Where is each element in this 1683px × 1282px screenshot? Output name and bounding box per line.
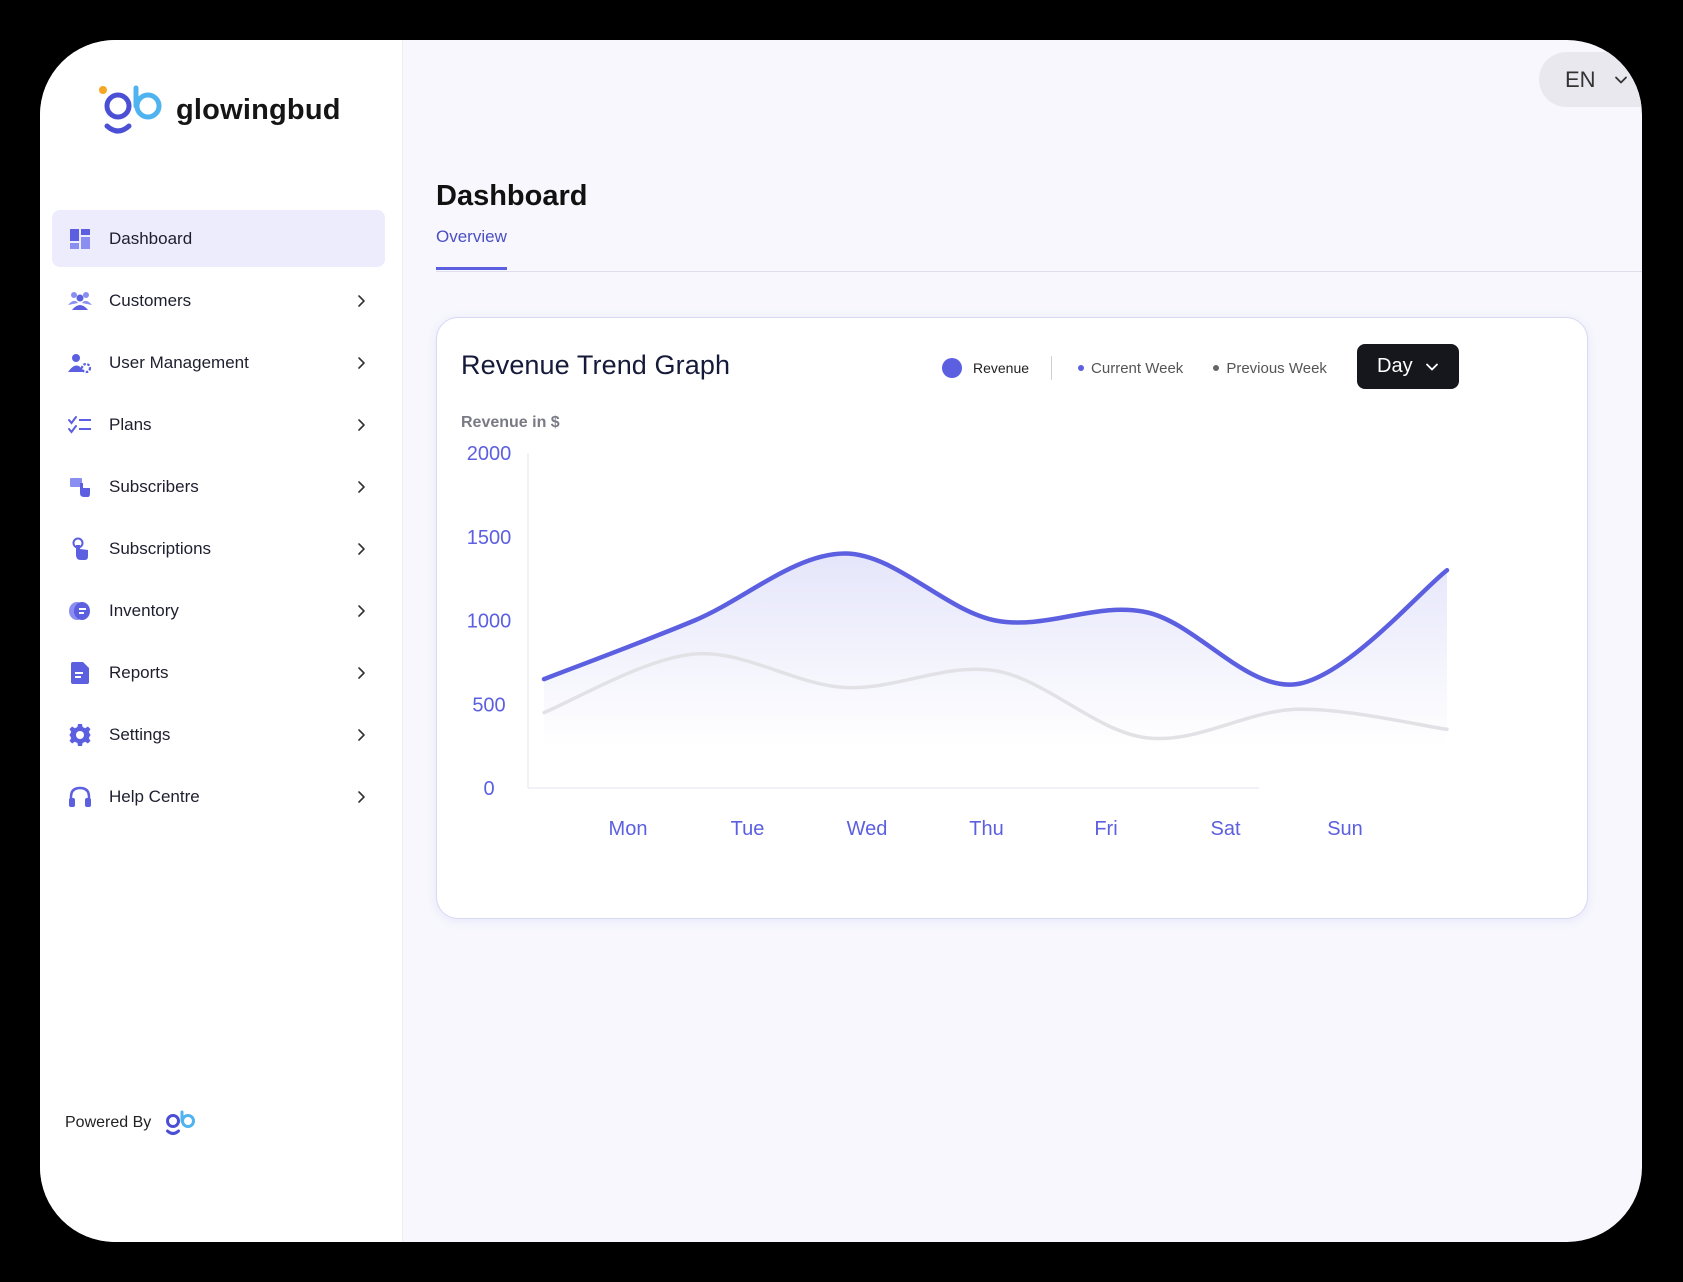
x-tick-label: Mon	[609, 818, 648, 840]
y-tick-label: 1000	[467, 611, 512, 633]
x-tick-label: Tue	[731, 818, 765, 840]
sidebar-item-subscribers[interactable]: Subscribers	[52, 458, 385, 515]
subscriptions-icon	[68, 537, 92, 561]
sidebar-item-label: Inventory	[109, 600, 179, 620]
chevron-down-icon	[1425, 363, 1438, 370]
y-tick-label: 500	[472, 694, 505, 716]
sidebar-nav: Dashboard Customers User Management Plans Su…	[52, 210, 385, 830]
y-tick-label: 0	[483, 778, 494, 800]
page-title: Dashboard	[436, 180, 588, 212]
sidebar-item-label: Reports	[109, 662, 169, 682]
legend-previous-week: Previous Week	[1213, 360, 1327, 377]
chevron-right-icon	[353, 541, 369, 557]
chevron-right-icon	[353, 603, 369, 619]
sidebar-item-label: Subscriptions	[109, 538, 212, 558]
subscribers-icon	[68, 475, 92, 499]
language-selector[interactable]: EN	[1539, 52, 1642, 107]
sidebar-item-plans[interactable]: Plans	[52, 396, 385, 453]
sidebar-item-label: Plans	[109, 414, 152, 434]
card-title: Revenue Trend Graph	[461, 350, 731, 380]
sidebar-item-label: Help Centre	[109, 786, 200, 806]
headset-icon	[68, 785, 92, 809]
y-axis-label: Revenue in $	[461, 414, 560, 431]
user-management-icon	[68, 351, 92, 375]
chevron-right-icon	[353, 479, 369, 495]
sidebar-item-label: User Management	[109, 352, 249, 372]
sidebar-item-settings[interactable]: Settings	[52, 706, 385, 763]
chevron-right-icon	[353, 293, 369, 309]
period-dropdown[interactable]: Day	[1357, 344, 1459, 389]
revenue-dot-icon	[942, 358, 962, 378]
sidebar-item-inventory[interactable]: Inventory	[52, 582, 385, 639]
sidebar-item-label: Customers	[109, 290, 192, 310]
legend-divider	[1051, 356, 1053, 380]
sidebar: glowingbud Dashboard Customers User Manage…	[40, 40, 403, 1242]
y-tick-label: 1500	[467, 527, 512, 549]
revenue-line-chart: 2000 1500 1000 500 0 Mon Tue Wed Thu Fri Sat Sun	[467, 443, 1450, 840]
sidebar-item-subscriptions[interactable]: Subscriptions	[52, 520, 385, 577]
app-screen: glowingbud Dashboard Customers User Manage…	[40, 40, 1642, 1242]
x-tick-label: Fri	[1094, 818, 1117, 840]
period-label: Day	[1377, 355, 1413, 377]
brand-logo[interactable]: glowingbud	[98, 84, 341, 136]
customers-icon	[68, 289, 92, 313]
previous-week-line	[542, 651, 1449, 741]
legend-current-week: Current Week	[1078, 360, 1183, 377]
sidebar-item-label: Settings	[109, 724, 171, 744]
language-label: EN	[1565, 66, 1596, 92]
current-week-area	[544, 553, 1447, 748]
plans-icon	[68, 413, 92, 437]
revenue-trend-card: Revenue Trend Graph Revenue Current Week…	[436, 317, 1588, 919]
chevron-down-icon	[1614, 76, 1627, 83]
y-tick-label: 2000	[467, 443, 512, 465]
brand-name: glowingbud	[176, 93, 341, 126]
glowingbud-small-logo-icon	[166, 1110, 196, 1135]
tab-bar: Overview	[436, 225, 1642, 272]
sidebar-item-label: Subscribers	[109, 476, 199, 496]
powered-by: Powered By	[65, 1110, 197, 1136]
chevron-right-icon	[353, 665, 369, 681]
x-tick-label: Thu	[969, 818, 1003, 840]
sidebar-item-label: Dashboard	[109, 228, 193, 248]
previous-week-dot-icon	[1213, 365, 1220, 371]
sidebar-item-customers[interactable]: Customers	[52, 272, 385, 329]
chevron-right-icon	[353, 789, 369, 805]
legend-revenue: Revenue	[942, 358, 1029, 378]
sidebar-item-dashboard[interactable]: Dashboard	[52, 210, 385, 267]
x-tick-label: Sat	[1210, 818, 1240, 840]
current-week-line	[541, 551, 1450, 687]
chevron-right-icon	[353, 727, 369, 743]
chevron-right-icon	[353, 417, 369, 433]
legend-previous-week-label: Previous Week	[1226, 359, 1327, 377]
legend-revenue-label: Revenue	[973, 360, 1030, 376]
legend-current-week-label: Current Week	[1091, 359, 1184, 377]
chevron-right-icon	[353, 355, 369, 371]
x-tick-label: Wed	[847, 818, 888, 840]
x-tick-label: Sun	[1327, 818, 1363, 840]
powered-by-label: Powered By	[65, 1114, 152, 1131]
sidebar-item-reports[interactable]: Reports	[52, 644, 385, 701]
dashboard-icon	[68, 227, 92, 251]
sidebar-item-user-management[interactable]: User Management	[52, 334, 385, 391]
inventory-icon	[68, 599, 92, 623]
settings-icon	[68, 723, 92, 747]
sidebar-item-help-centre[interactable]: Help Centre	[52, 768, 385, 825]
current-week-dot-icon	[1078, 365, 1085, 371]
chart-legend: Revenue Current Week Previous Week	[942, 356, 1327, 380]
tab-overview[interactable]: Overview	[436, 225, 507, 270]
glowingbud-logo-icon	[99, 85, 162, 134]
reports-icon	[68, 661, 92, 685]
